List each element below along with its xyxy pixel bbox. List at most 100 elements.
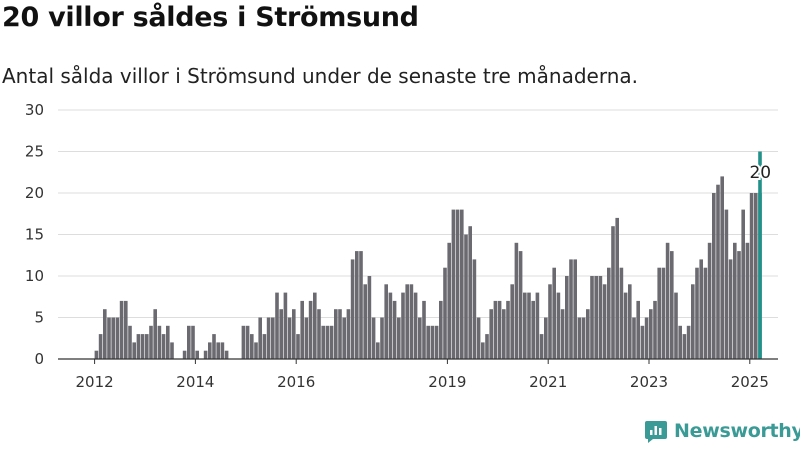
- y-tick-label: 30: [25, 101, 44, 119]
- bar: [523, 292, 527, 359]
- bar: [254, 342, 258, 359]
- bar: [565, 276, 569, 359]
- bar: [552, 267, 556, 359]
- bar: [140, 334, 145, 359]
- bar: [623, 292, 628, 359]
- y-tick-label: 5: [34, 309, 44, 327]
- x-tick-label: 2014: [176, 373, 214, 391]
- bar: [657, 267, 661, 359]
- bar: [539, 334, 544, 359]
- bar: [451, 209, 456, 359]
- bar: [325, 325, 330, 359]
- bar: [216, 342, 220, 359]
- bar: [573, 259, 577, 359]
- bar: [737, 251, 741, 359]
- bar: [695, 267, 699, 359]
- bar: [405, 284, 409, 359]
- bar: [707, 242, 712, 359]
- bar: [636, 300, 640, 359]
- bar: [619, 267, 624, 359]
- bar: [430, 325, 435, 359]
- highlight-bar-current: [758, 193, 762, 359]
- bar: [455, 209, 460, 359]
- bar: [590, 276, 594, 359]
- bar: [598, 276, 603, 359]
- bar: [397, 317, 401, 359]
- bar: [497, 300, 502, 359]
- bar: [586, 309, 590, 359]
- bar: [241, 325, 246, 359]
- bar: [304, 317, 309, 359]
- bar: [182, 350, 187, 359]
- bar: [434, 325, 439, 359]
- bar: [296, 334, 300, 359]
- bar: [632, 317, 636, 359]
- bar: [384, 284, 388, 359]
- bar: [279, 309, 283, 359]
- bar: [691, 284, 695, 359]
- bar: [670, 251, 674, 359]
- bar: [275, 292, 279, 359]
- bar: [329, 325, 334, 359]
- bar: [674, 292, 678, 359]
- bar: [321, 325, 325, 359]
- brand-name: Newsworthy: [674, 420, 800, 442]
- bar: [363, 284, 367, 359]
- x-tick-label: 2016: [277, 373, 315, 391]
- bar: [544, 317, 548, 359]
- bar: [699, 259, 703, 359]
- bar: [644, 317, 649, 359]
- bar: [607, 267, 611, 359]
- bar: [577, 317, 582, 359]
- bar: [346, 309, 351, 359]
- bar: [136, 334, 141, 359]
- bar: [342, 317, 346, 359]
- bar: [527, 292, 531, 359]
- brand-logo: Newsworthy: [644, 419, 800, 443]
- bar: [401, 292, 405, 359]
- bar: [98, 334, 103, 359]
- bar: [422, 300, 426, 359]
- bar: [426, 325, 430, 359]
- bar: [728, 259, 733, 359]
- bar: [149, 325, 153, 359]
- bar: [481, 342, 485, 359]
- bar: [447, 242, 451, 359]
- x-tick-label: 2021: [529, 373, 567, 391]
- bar: [661, 267, 666, 359]
- bar: [292, 309, 296, 359]
- bar: [443, 267, 447, 359]
- bar: [203, 350, 208, 359]
- bar: [287, 317, 292, 359]
- bar: [460, 209, 464, 359]
- bar: [518, 251, 523, 359]
- bar: [472, 259, 477, 359]
- bar: [716, 184, 720, 359]
- y-tick-label: 15: [25, 226, 44, 244]
- bar: [476, 317, 481, 359]
- bar: [581, 317, 586, 359]
- bar: [170, 342, 174, 359]
- bar: [161, 334, 166, 359]
- bar: [317, 309, 321, 359]
- bar: [132, 342, 136, 359]
- bar: [493, 300, 498, 359]
- bar: [157, 325, 162, 359]
- x-tick-label: 2023: [630, 373, 668, 391]
- y-tick-label: 20: [25, 184, 44, 202]
- bar: [392, 300, 397, 359]
- bar: [355, 251, 359, 359]
- bar-chart-logo-icon: [645, 421, 667, 443]
- bar: [124, 300, 128, 359]
- bar: [187, 325, 191, 359]
- bar: [380, 317, 384, 359]
- x-tick-label: 2019: [428, 373, 466, 391]
- bar: [733, 242, 737, 359]
- bar: [111, 317, 115, 359]
- bar: [724, 209, 729, 359]
- bar: [439, 300, 443, 359]
- bar: [682, 334, 687, 359]
- bar: [107, 317, 111, 359]
- bar: [556, 292, 561, 359]
